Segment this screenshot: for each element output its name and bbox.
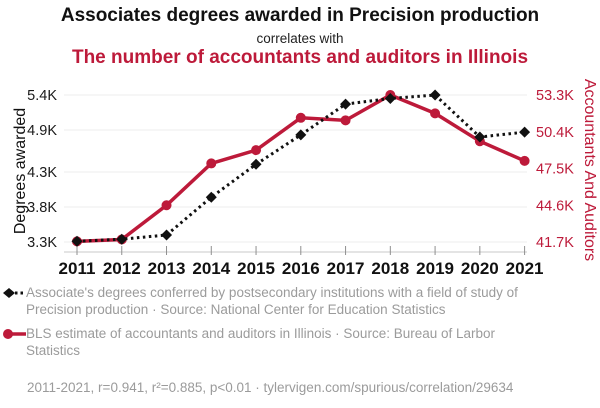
x-tick-label: 2013 <box>148 259 186 278</box>
x-tick-label: 2011 <box>59 259 96 278</box>
legend-diamond-dotted-icon <box>3 288 26 298</box>
left-tick-label: 4.9K <box>27 123 57 139</box>
series-line-diamond <box>76 93 525 243</box>
left-tick-label: 3.3K <box>27 235 57 251</box>
data-point-circle <box>251 145 262 156</box>
correlation-line-chart: 2011 2012 2013 2014 2015 2016 2017 2018 2019 2020… <box>27 88 574 278</box>
left-tick-label: 3.8K <box>27 200 57 216</box>
data-point-diamond <box>250 158 262 170</box>
data-point-diamond <box>519 126 531 138</box>
right-tick-label: 53.3K <box>536 88 574 104</box>
x-tick-label: 2012 <box>103 259 141 278</box>
right-tick-label: 50.4K <box>536 125 574 141</box>
data-point-diamond <box>116 233 128 245</box>
chart-plot-area: 2011 2012 2013 2014 2015 2016 2017 2018 2019 2020… <box>0 78 600 283</box>
left-axis-title: Degrees awarded <box>12 107 29 235</box>
left-tick-label: 4.3K <box>27 165 57 181</box>
data-point-circle <box>340 115 351 126</box>
x-tick-label: 2016 <box>282 259 320 278</box>
data-point-circle <box>519 155 530 166</box>
x-tick-label: 2015 <box>237 259 275 278</box>
secondary-title: The number of accountants and auditors i… <box>71 47 529 68</box>
right-tick-label: 47.5K <box>536 162 574 178</box>
legend-item-label: Associate's degrees conferred by postsec… <box>26 285 518 317</box>
x-tick-label: 2020 <box>461 259 499 278</box>
left-tick-label: 5.4K <box>27 88 57 104</box>
x-tick-label: 2014 <box>192 259 230 278</box>
right-tick-label: 41.7K <box>536 235 574 251</box>
legend: Associate's degrees conferred by postsec… <box>2 284 598 366</box>
data-point-diamond <box>429 89 441 101</box>
data-point-circle <box>430 108 441 119</box>
data-point-diamond <box>205 191 217 203</box>
data-point-diamond <box>71 235 83 247</box>
legend-item-label: BLS estimate of accountants and auditors… <box>26 326 496 358</box>
legend-circle-solid-icon <box>3 329 26 339</box>
stats-footer: 2011-2021, r=0.941, r²=0.885, p<0.01 · t… <box>27 380 514 395</box>
data-point-circle <box>295 112 306 123</box>
x-tick-label: 2019 <box>416 259 454 278</box>
x-tick-label: 2018 <box>371 259 409 278</box>
legend-item-accountants: BLS estimate of accountants and auditors… <box>2 325 598 359</box>
page-title: Associates degrees awarded in Precision … <box>60 5 540 26</box>
x-tick-label: 2017 <box>327 259 365 278</box>
data-point-circle <box>161 200 172 211</box>
right-tick-label: 44.6K <box>536 198 574 214</box>
data-point-diamond <box>340 98 352 110</box>
data-point-circle <box>206 158 217 169</box>
data-point-diamond <box>384 93 396 104</box>
x-tick-label: 2021 <box>506 259 544 278</box>
data-point-diamond <box>161 229 173 241</box>
data-point-diamond <box>474 131 486 143</box>
legend-item-degrees: Associate's degrees conferred by postsec… <box>2 284 598 318</box>
right-axis-title: Accountants And Auditors <box>581 78 598 262</box>
data-point-diamond <box>295 129 307 141</box>
correlates-with-label: correlates with <box>256 31 344 46</box>
